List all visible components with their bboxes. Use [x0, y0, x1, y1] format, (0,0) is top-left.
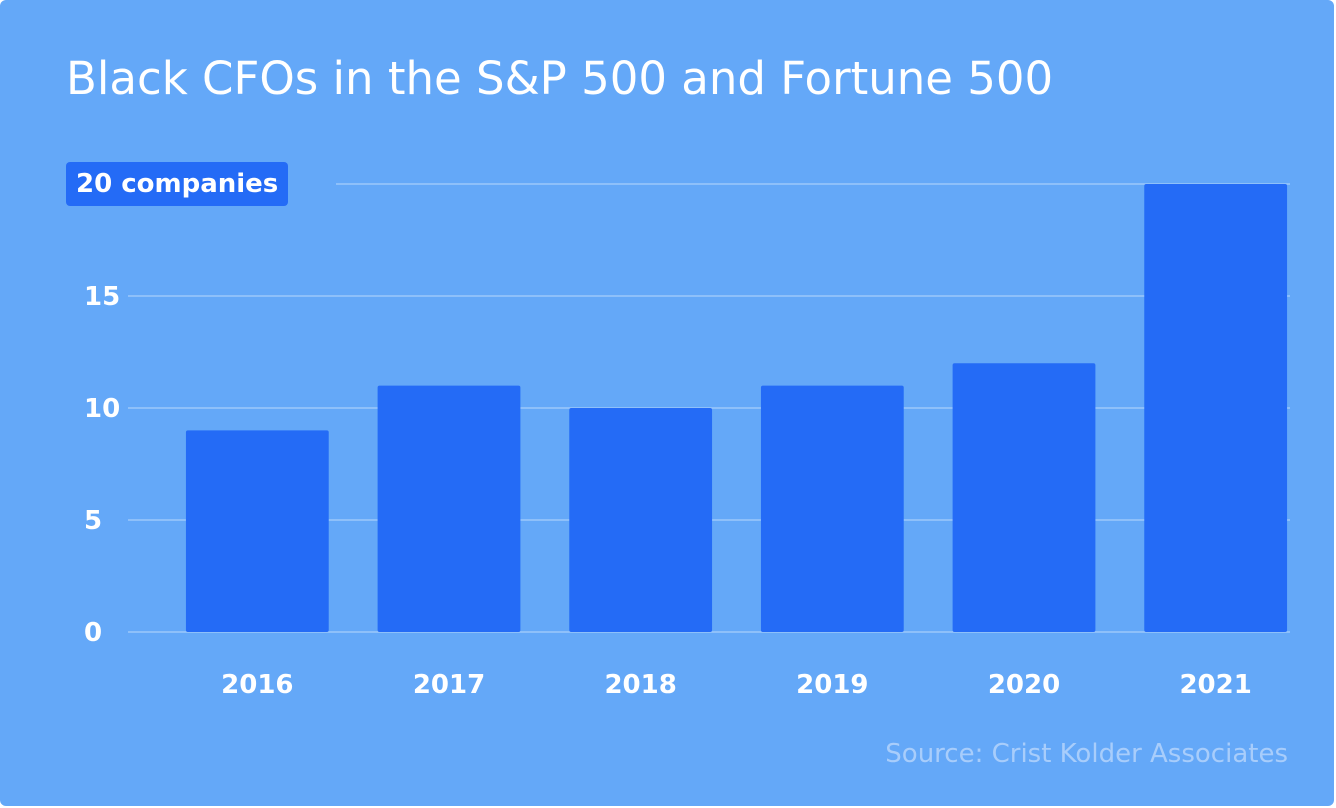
bar: [377, 385, 521, 632]
source-note: Source: Crist Kolder Associates: [885, 739, 1288, 769]
x-tick-label: 2020: [988, 670, 1060, 700]
y-tick-label: 5: [84, 506, 102, 536]
x-tick-label: 2018: [604, 670, 676, 700]
y-tick-label: 0: [84, 618, 102, 648]
bar: [760, 385, 904, 632]
bars: [185, 184, 1288, 632]
chart-title: Black CFOs in the S&P 500 and Fortune 50…: [66, 52, 1054, 105]
bar: [185, 430, 329, 632]
y-axis-top-label: 20 companies: [66, 162, 289, 206]
x-tick-label: 2019: [796, 670, 868, 700]
x-axis-labels: 2016 2017 2018 2019 2020 2021: [221, 670, 1252, 700]
bar: [569, 408, 713, 632]
y-tick-label: 10: [84, 394, 120, 424]
x-tick-label: 2021: [1179, 670, 1251, 700]
x-tick-label: 2016: [221, 670, 293, 700]
y-tick-label: 15: [84, 282, 120, 312]
bar: [952, 363, 1096, 632]
bar: [1144, 184, 1288, 632]
x-tick-label: 2017: [413, 670, 485, 700]
y-axis-labels: 0 5 10 15: [84, 282, 120, 648]
